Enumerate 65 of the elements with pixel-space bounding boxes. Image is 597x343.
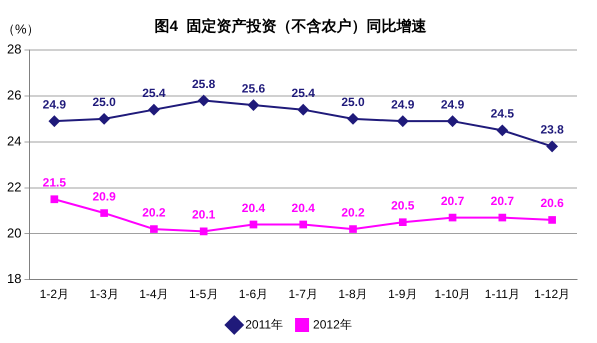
point [447,116,458,127]
point [298,104,309,116]
point [248,100,259,111]
point [150,225,158,233]
data-label: 20.7 [490,194,514,208]
point [448,214,456,222]
point [349,225,357,233]
data-label: 24.5 [490,106,514,121]
y-tick-label: 26 [6,88,22,102]
point [548,216,556,224]
data-label: 25.8 [192,76,216,91]
data-label: 20.2 [142,205,166,220]
data-label: 20.6 [540,196,564,210]
data-label: 20.9 [92,189,116,204]
y-tick-label: 28 [6,42,22,57]
x-tick-label: 1-4月 [139,287,169,302]
data-label: 25.0 [341,95,366,110]
point [200,228,208,236]
data-label: 25.0 [92,95,116,110]
point [100,209,108,217]
y-tick-label: 22 [6,179,22,194]
point [50,195,58,204]
data-label: 25.4 [142,86,166,100]
legend-label: 2012年 [313,317,352,332]
y-axis-title: （%） [2,22,40,37]
x-tick-label: 1-10月 [434,287,471,302]
legend-label: 2011年 [245,317,284,332]
chart-title: 图4 固定资产投资（不含农户）同比增速 [154,17,428,36]
data-label: 20.2 [341,205,366,220]
point [348,113,359,124]
data-label: 20.1 [192,208,216,222]
point [397,116,408,127]
data-label: 24.9 [440,97,465,112]
point [198,95,210,106]
x-tick-label: 1-7月 [288,287,318,302]
x-tick-label: 1-5月 [189,287,218,302]
x-tick-label: 1-8月 [338,287,368,302]
y-tick-label: 18 [6,271,22,286]
point [546,140,558,152]
data-label: 24.9 [42,97,66,112]
x-tick-label: 1-3月 [89,287,119,302]
data-label: 20.4 [292,200,316,215]
point [398,218,407,226]
data-label: 25.4 [292,86,316,100]
x-tick-label: 1-2月 [40,287,70,302]
point [48,116,60,127]
data-label: 23.8 [540,122,564,137]
data-label: 20.7 [440,194,465,208]
x-tick-label: 1-6月 [238,287,268,302]
point [98,113,110,124]
x-tick-label: 1-9月 [388,287,418,302]
data-label: 20.4 [242,200,266,215]
data-label: 25.6 [242,81,266,96]
point [148,104,160,116]
point [498,214,506,222]
data-label: 20.5 [391,198,415,213]
data-label: 21.5 [42,176,66,190]
point [299,220,308,228]
x-tick-label: 1-12月 [534,287,570,302]
point [496,124,508,136]
x-tick-label: 1-11月 [484,287,520,302]
y-tick-label: 20 [6,225,22,240]
data-label: 24.9 [391,97,415,112]
y-tick-label: 24 [6,133,22,148]
point [250,220,258,228]
